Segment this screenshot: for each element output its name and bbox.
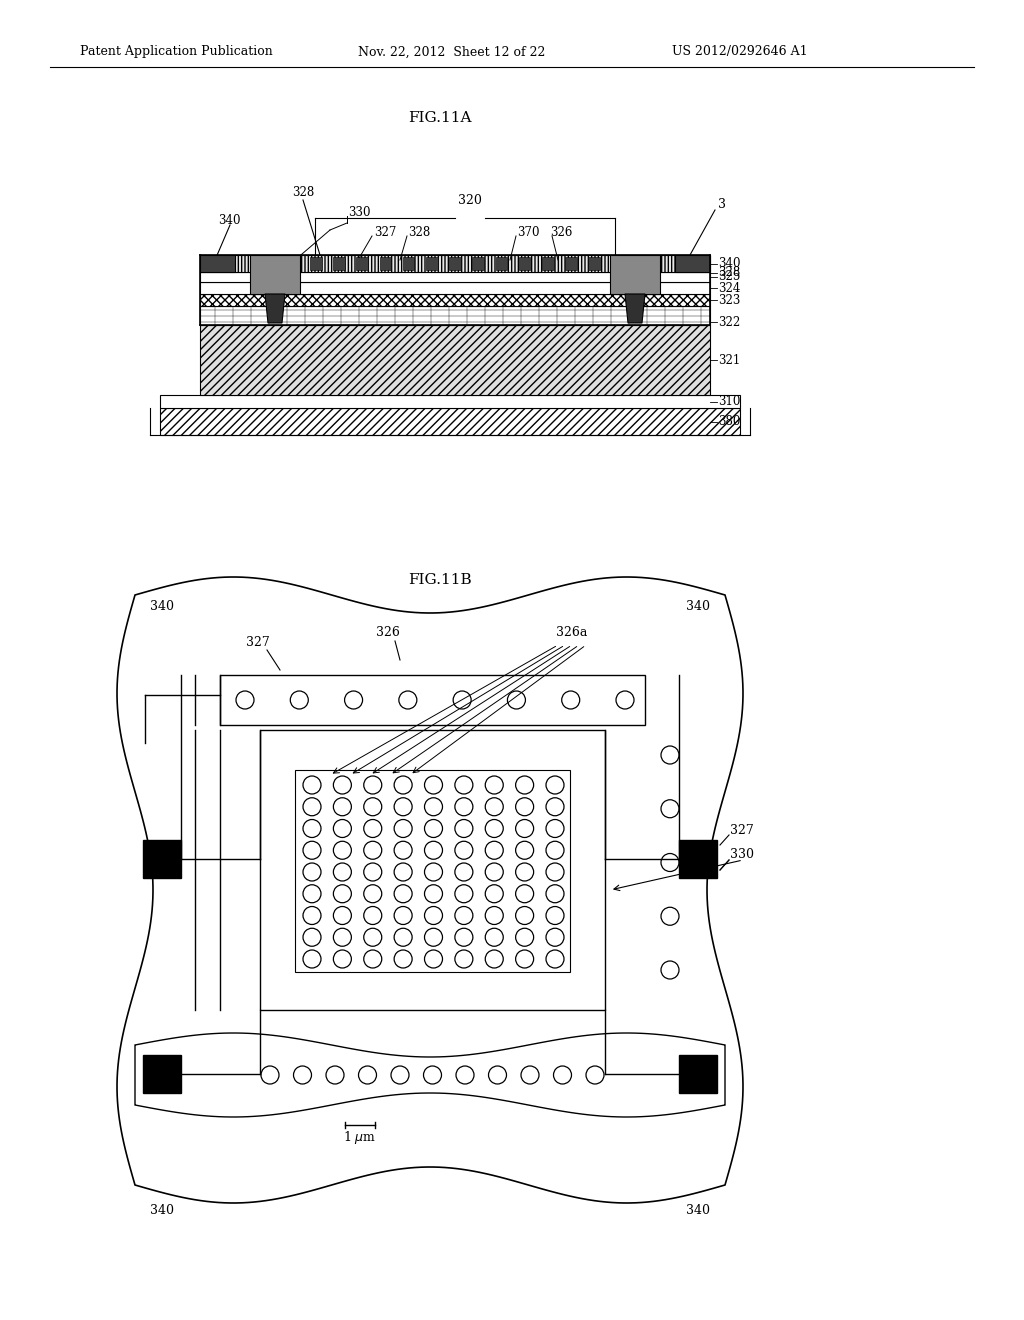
- Text: 326a: 326a: [556, 627, 588, 639]
- Polygon shape: [220, 675, 645, 725]
- Polygon shape: [356, 257, 368, 271]
- Text: 1 $\mu$m: 1 $\mu$m: [343, 1130, 377, 1147]
- Text: 340: 340: [686, 601, 710, 614]
- Text: 320: 320: [458, 194, 482, 206]
- Text: 370: 370: [517, 226, 540, 239]
- Text: 327: 327: [374, 226, 396, 239]
- Text: 326: 326: [550, 226, 572, 239]
- Polygon shape: [265, 294, 285, 323]
- Text: 324: 324: [718, 281, 740, 294]
- Text: 340: 340: [218, 214, 241, 227]
- Polygon shape: [380, 257, 391, 271]
- Polygon shape: [589, 257, 600, 271]
- Polygon shape: [160, 408, 740, 436]
- Text: 328: 328: [292, 186, 314, 199]
- Polygon shape: [402, 257, 415, 271]
- Text: 321: 321: [718, 354, 740, 367]
- Polygon shape: [200, 294, 710, 306]
- Polygon shape: [260, 730, 605, 1010]
- Polygon shape: [117, 577, 743, 1203]
- Text: FIG.11B: FIG.11B: [409, 573, 472, 587]
- Polygon shape: [679, 840, 717, 878]
- Polygon shape: [143, 840, 181, 878]
- Text: FIG.11A: FIG.11A: [409, 111, 472, 125]
- Text: 323: 323: [718, 293, 740, 306]
- Polygon shape: [542, 257, 554, 271]
- Polygon shape: [625, 294, 645, 323]
- Text: 3: 3: [718, 198, 726, 211]
- Polygon shape: [565, 257, 577, 271]
- Polygon shape: [135, 1034, 725, 1117]
- Text: Nov. 22, 2012  Sheet 12 of 22: Nov. 22, 2012 Sheet 12 of 22: [358, 45, 546, 58]
- Text: 340: 340: [686, 1204, 710, 1217]
- Text: 340: 340: [718, 257, 740, 271]
- Text: 310: 310: [718, 395, 740, 408]
- Polygon shape: [426, 257, 437, 271]
- Polygon shape: [333, 257, 345, 271]
- Polygon shape: [310, 257, 322, 271]
- Text: 328: 328: [408, 226, 430, 239]
- Text: 380: 380: [718, 414, 740, 428]
- Polygon shape: [200, 306, 710, 325]
- Text: 327: 327: [730, 824, 754, 837]
- Polygon shape: [450, 257, 461, 271]
- Text: 330: 330: [348, 206, 371, 219]
- Text: Patent Application Publication: Patent Application Publication: [80, 45, 272, 58]
- Polygon shape: [472, 257, 484, 271]
- Polygon shape: [200, 325, 710, 395]
- Polygon shape: [519, 257, 530, 271]
- Polygon shape: [143, 1055, 181, 1093]
- Polygon shape: [160, 395, 740, 408]
- Text: 340: 340: [150, 601, 174, 614]
- Polygon shape: [250, 255, 300, 294]
- Text: 327: 327: [246, 636, 270, 649]
- Text: US 2012/0292646 A1: US 2012/0292646 A1: [672, 45, 808, 58]
- Text: 328: 328: [718, 267, 740, 280]
- Polygon shape: [200, 272, 710, 282]
- Polygon shape: [679, 1055, 717, 1093]
- Text: 325: 325: [718, 271, 740, 284]
- Polygon shape: [200, 255, 710, 272]
- Polygon shape: [295, 770, 570, 972]
- Polygon shape: [200, 282, 710, 294]
- Text: 330: 330: [730, 849, 754, 862]
- Text: 340: 340: [150, 1204, 174, 1217]
- Text: 322: 322: [718, 315, 740, 329]
- Polygon shape: [496, 257, 507, 271]
- Polygon shape: [200, 255, 234, 272]
- Polygon shape: [675, 255, 710, 272]
- Polygon shape: [610, 255, 660, 294]
- Text: 326: 326: [376, 627, 400, 639]
